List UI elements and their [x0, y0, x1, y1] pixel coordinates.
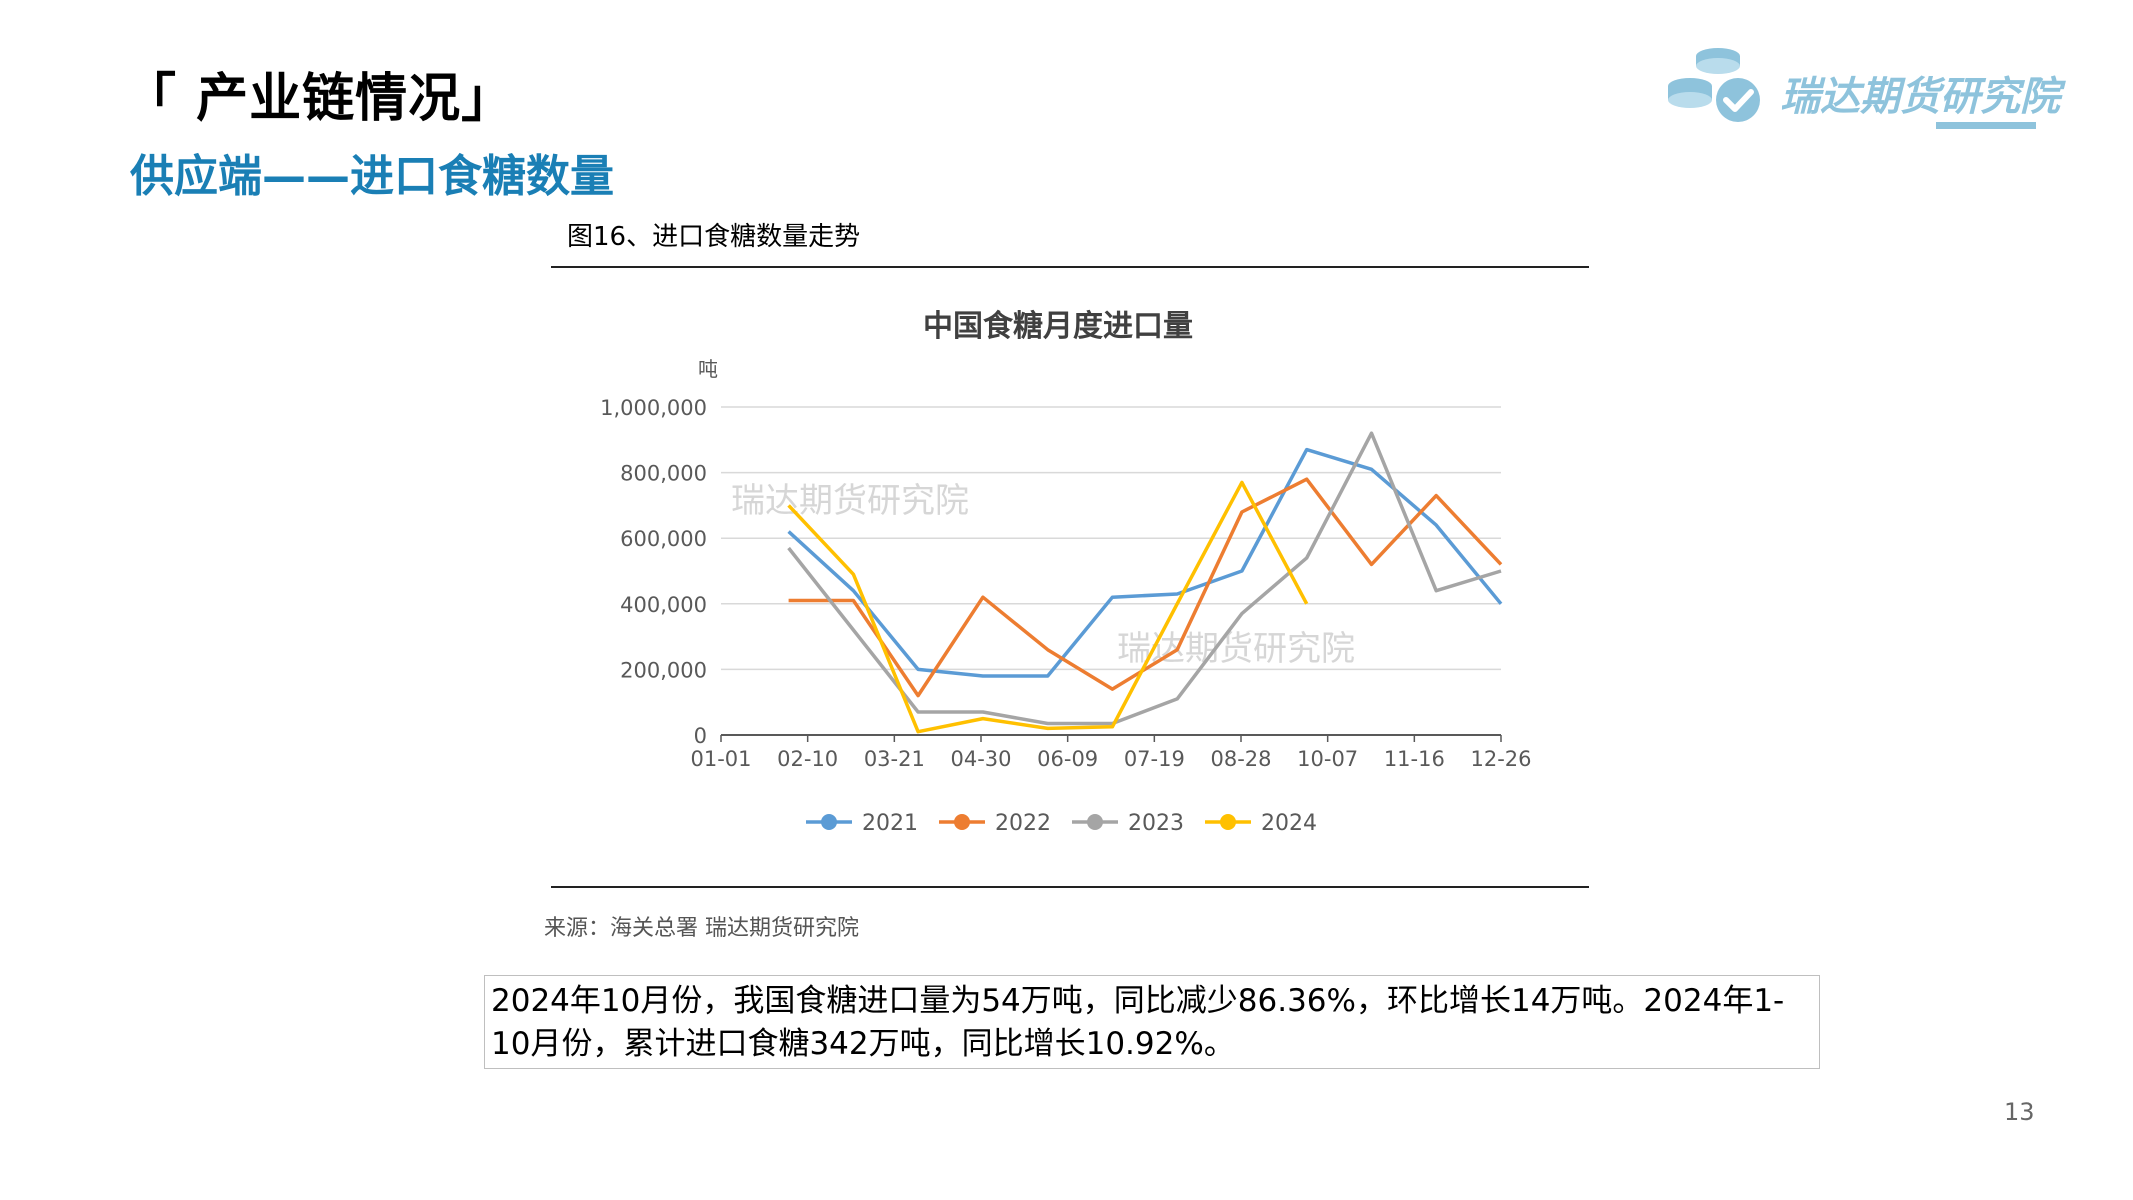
- x-tick-label: 01-01: [690, 747, 751, 771]
- series-line-2024: [787, 480, 1309, 734]
- series-line-2021: [787, 447, 1503, 678]
- series-line-2023: [787, 431, 1502, 726]
- y-tick-label: 400,000: [620, 593, 707, 617]
- page-number: 13: [2004, 1098, 2035, 1126]
- legend-label-2021: 2021: [862, 811, 918, 836]
- company-logo: 瑞达期货研究院: [1668, 42, 2060, 138]
- legend-marker-2021: [821, 814, 837, 830]
- x-tick-label: 04-30: [950, 747, 1011, 771]
- y-tick-label: 800,000: [620, 462, 707, 486]
- series-line-2022: [788, 477, 1503, 698]
- logo-underline: [1936, 122, 2036, 129]
- legend-marker-2022: [954, 814, 970, 830]
- x-tick-label: 11-16: [1384, 747, 1445, 771]
- coin-stack-icon: [1668, 48, 1760, 122]
- legend-label-2023: 2023: [1128, 811, 1184, 836]
- x-tick-label: 10-07: [1297, 747, 1358, 771]
- x-tick-label: 07-19: [1124, 747, 1185, 771]
- x-tick-label: 08-28: [1210, 747, 1271, 771]
- y-tick-label: 1,000,000: [600, 396, 707, 420]
- subsection-title: 供应端——进口食糖数量: [130, 151, 614, 202]
- watermark-text: 瑞达期货研究院: [731, 481, 969, 521]
- x-tick-label: 12-26: [1470, 747, 1531, 771]
- figure-caption: 图16、进口食糖数量走势: [567, 222, 861, 252]
- y-tick-label: 0: [694, 724, 707, 748]
- y-tick-label: 600,000: [620, 527, 707, 551]
- x-tick-label: 03-21: [864, 747, 925, 771]
- source-note: 来源：海关总署 瑞达期货研究院: [544, 916, 859, 941]
- bottom-rule: [551, 886, 1589, 888]
- y-tick-label: 200,000: [620, 658, 707, 682]
- logo-text: 瑞达期货研究院: [1780, 74, 2060, 120]
- legend-marker-2023: [1087, 814, 1103, 830]
- summary-text: 2024年10月份，我国食糖进口量为54万吨，同比减少86.36%，环比增长14…: [491, 983, 1785, 1062]
- chart-title: 中国食糖月度进口量: [923, 309, 1193, 344]
- summary-box: 2024年10月份，我国食糖进口量为54万吨，同比减少86.36%，环比增长14…: [484, 975, 1820, 1069]
- y-axis-unit: 吨: [698, 357, 718, 381]
- section-title: 「 产业链情况」: [124, 69, 515, 129]
- x-tick-label: 06-09: [1037, 747, 1098, 771]
- import-line-chart: 中国食糖月度进口量 吨 0 200,000 400,000 600,000 800,00…: [600, 309, 1531, 836]
- legend-label-2024: 2024: [1261, 811, 1317, 836]
- legend-label-2022: 2022: [995, 811, 1051, 836]
- legend-marker-2024: [1220, 814, 1236, 830]
- x-tick-label: 02-10: [777, 747, 838, 771]
- top-rule: [551, 266, 1589, 268]
